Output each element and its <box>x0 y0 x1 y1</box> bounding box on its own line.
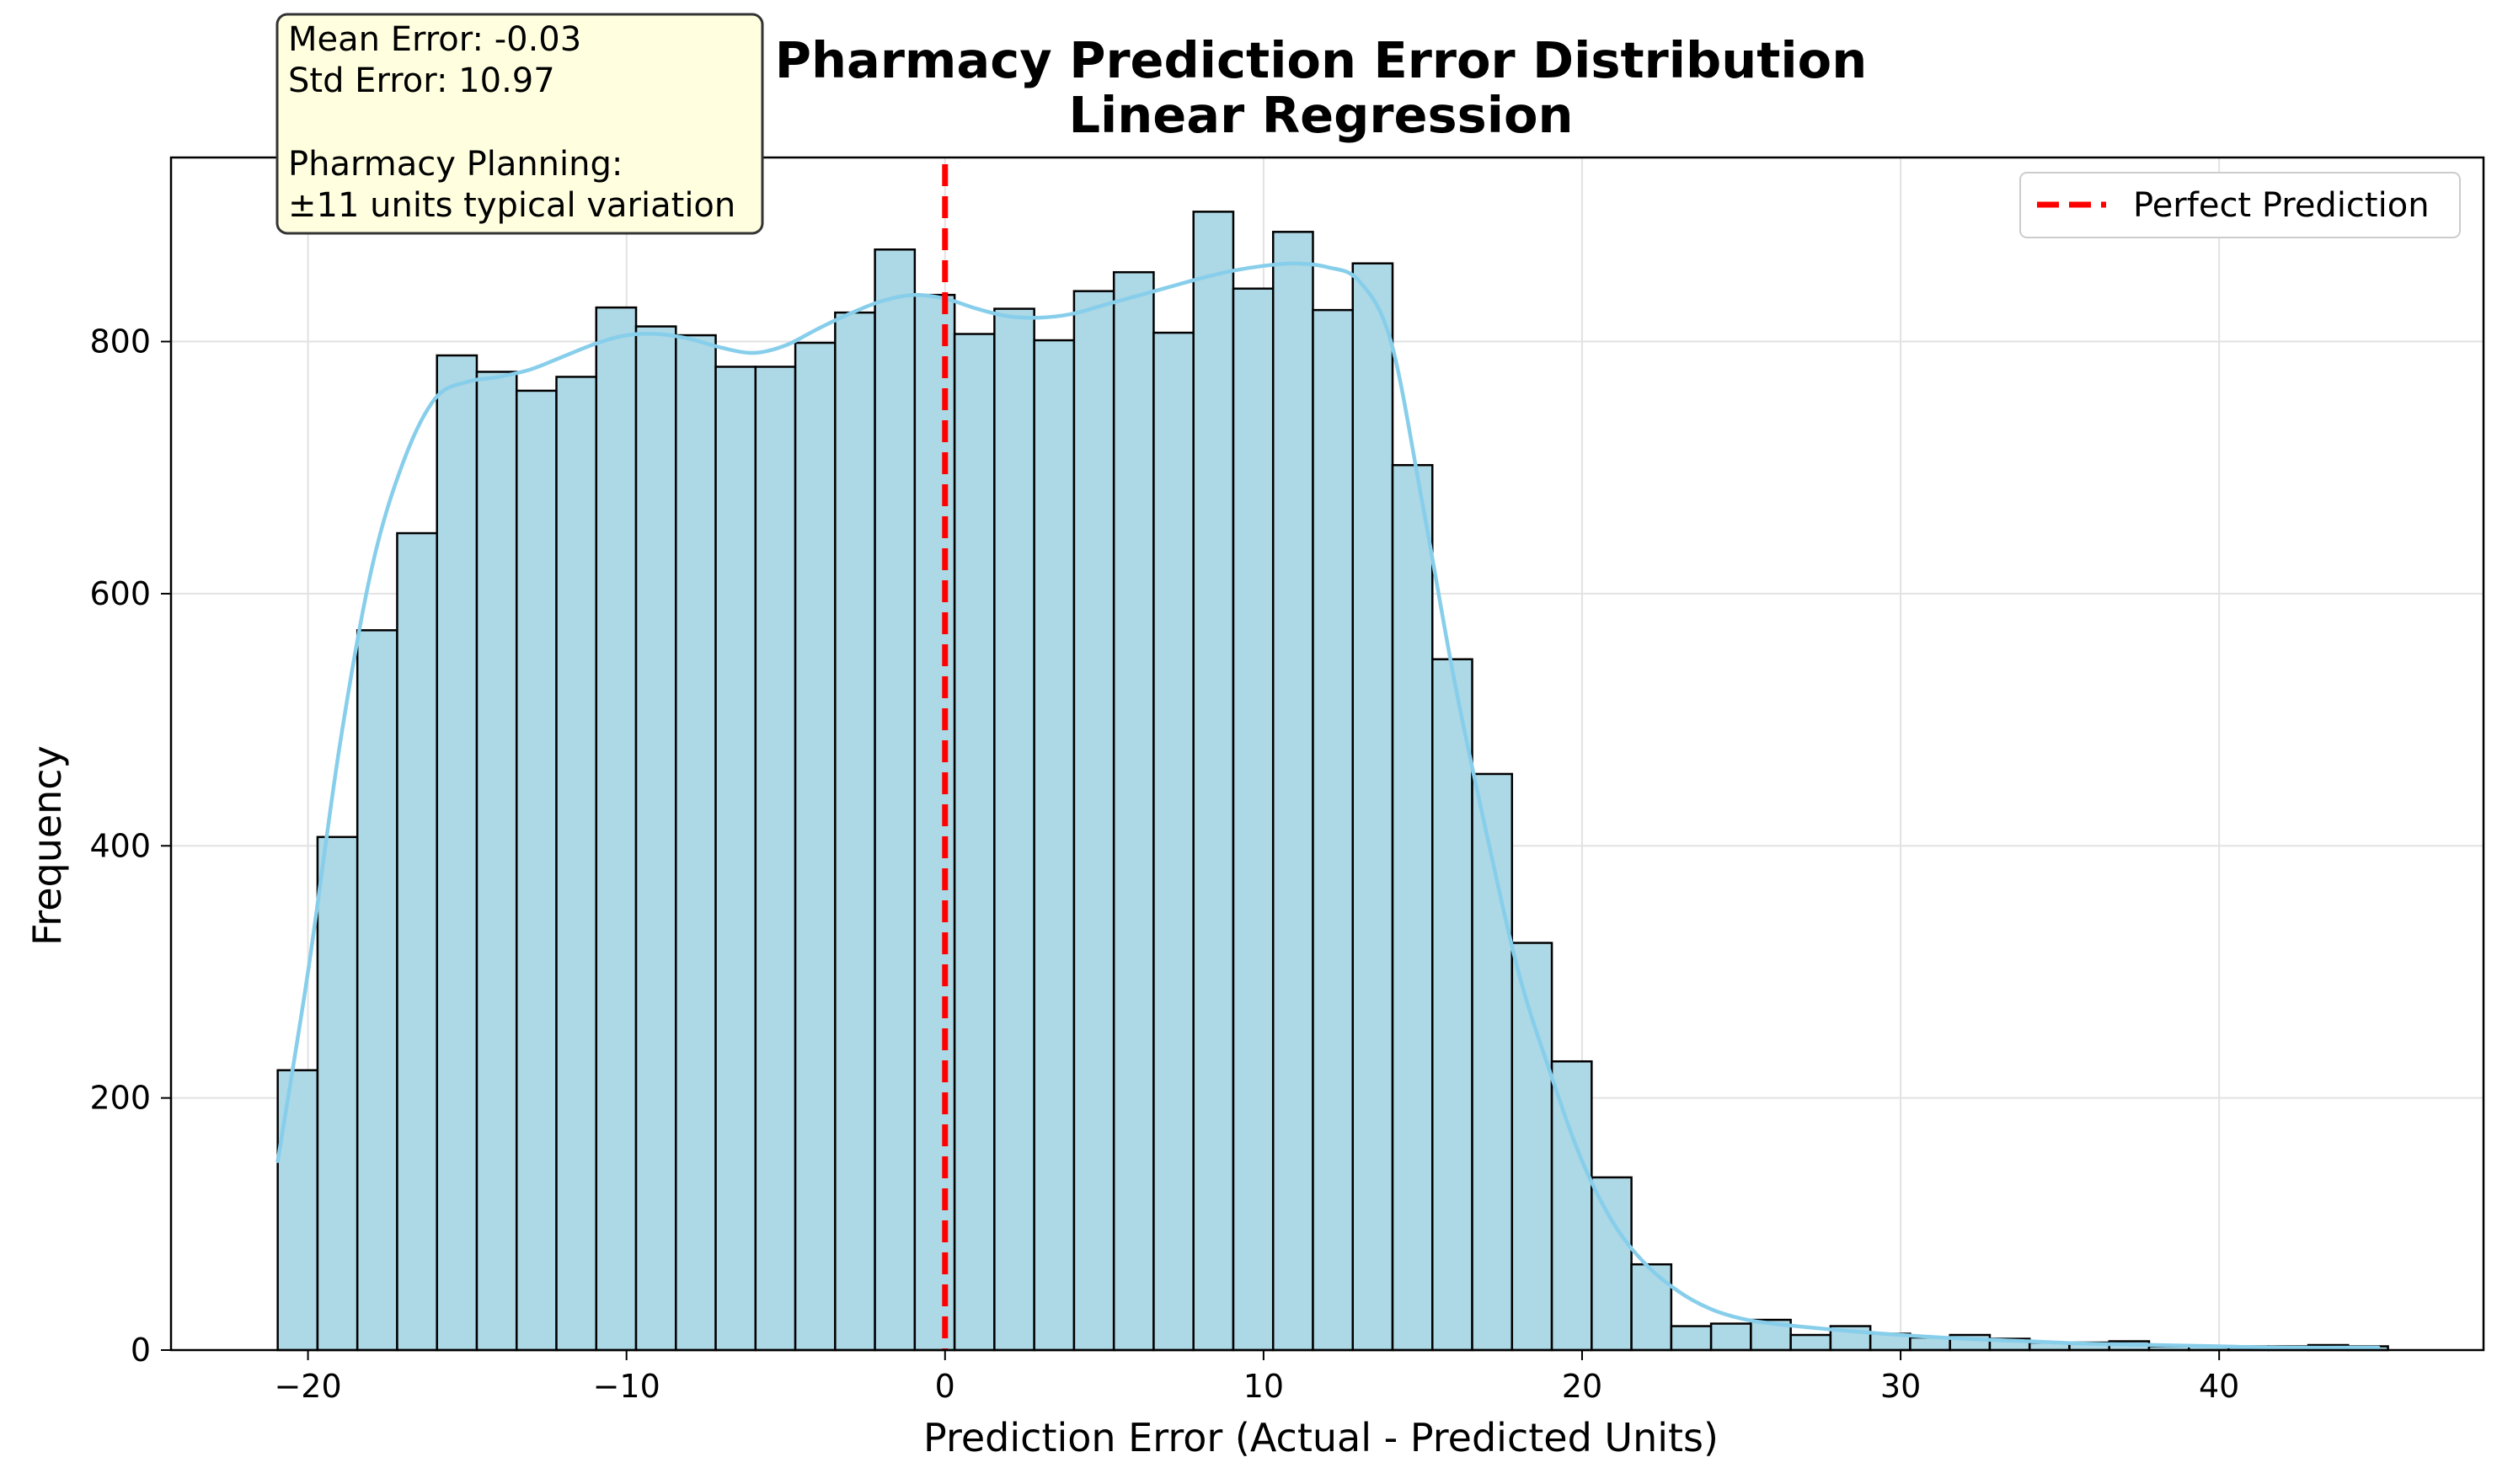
histogram-bar <box>794 341 837 1352</box>
y-tick-label: 800 <box>89 323 151 360</box>
stats-std-error: Std Error: 10.97 <box>288 61 555 100</box>
histogram-bar <box>1152 331 1195 1352</box>
x-tick-label: 0 <box>935 1368 955 1405</box>
histogram-bar <box>515 389 558 1352</box>
histogram-bar <box>1033 339 1076 1352</box>
y-tick-label: 200 <box>89 1080 151 1117</box>
histogram-bar <box>475 371 518 1352</box>
histogram-bar <box>356 629 398 1352</box>
histogram-bar <box>1789 1333 1832 1352</box>
histogram-bar <box>634 325 677 1352</box>
histogram-bar <box>1431 658 1473 1352</box>
y-tick-label: 0 <box>131 1332 151 1369</box>
chart-title: Pharmacy Prediction Error Distribution <box>775 31 1867 89</box>
stats-mean-error: Mean Error: -0.03 <box>288 20 581 59</box>
histogram-bar <box>675 334 717 1352</box>
x-tick-label: −20 <box>274 1368 341 1405</box>
histogram-bar <box>1232 287 1275 1352</box>
histogram-bar <box>953 333 996 1352</box>
x-tick-label: 10 <box>1243 1368 1284 1405</box>
y-tick-label: 600 <box>89 575 151 612</box>
chart-subtitle: Linear Regression <box>1068 86 1573 144</box>
legend: Perfect Prediction <box>2019 172 2461 238</box>
histogram-bar <box>1192 211 1235 1352</box>
histogram-bar <box>316 835 359 1352</box>
histogram-bar <box>1351 262 1394 1352</box>
histogram-bar <box>993 307 1035 1352</box>
stats-box: Mean Error: -0.03 Std Error: 10.97 Pharm… <box>275 13 764 235</box>
histogram-bar <box>913 293 956 1352</box>
histogram-bar <box>874 248 917 1352</box>
histogram-bar <box>1591 1176 1633 1352</box>
histogram-bar <box>1510 942 1553 1352</box>
histogram-bar <box>1550 1060 1593 1352</box>
histogram-bar <box>1709 1322 1752 1352</box>
plot-frame <box>169 156 2485 1352</box>
stats-planning-variation: ±11 units typical variation <box>288 186 735 225</box>
histogram-bar <box>1312 308 1354 1352</box>
histogram-bar <box>754 366 797 1352</box>
histogram-bar <box>276 1069 319 1352</box>
stats-planning-heading: Pharmacy Planning: <box>288 145 623 184</box>
y-axis-label: Frequency <box>24 745 70 946</box>
x-tick-label: 20 <box>1562 1368 1602 1405</box>
histogram-bar <box>436 354 479 1352</box>
stats-box-background <box>275 13 764 235</box>
histogram-bar <box>1391 463 1434 1352</box>
histogram-bar <box>396 531 438 1352</box>
legend-label: Perfect Prediction <box>2133 186 2430 225</box>
x-axis-label: Prediction Error (Actual - Predicted Uni… <box>923 1415 1719 1460</box>
histogram-bar <box>595 306 638 1352</box>
histogram-bar <box>555 376 598 1352</box>
histogram-bar <box>1271 231 1314 1352</box>
x-tick-label: 40 <box>2199 1368 2239 1405</box>
histogram-bar <box>714 366 757 1352</box>
histogram-bar <box>1072 290 1115 1352</box>
x-tick-label: −10 <box>593 1368 660 1405</box>
legend-box <box>2019 172 2461 238</box>
histogram-bar <box>1630 1262 1673 1352</box>
x-tick-label: 30 <box>1880 1368 1921 1405</box>
y-tick-label: 400 <box>89 827 151 864</box>
histogram-bar <box>834 311 876 1352</box>
histogram-bar <box>1670 1325 1713 1352</box>
kde-curve <box>275 261 2381 1350</box>
histogram-bars <box>276 211 2389 1352</box>
histogram-bar <box>1112 270 1155 1352</box>
